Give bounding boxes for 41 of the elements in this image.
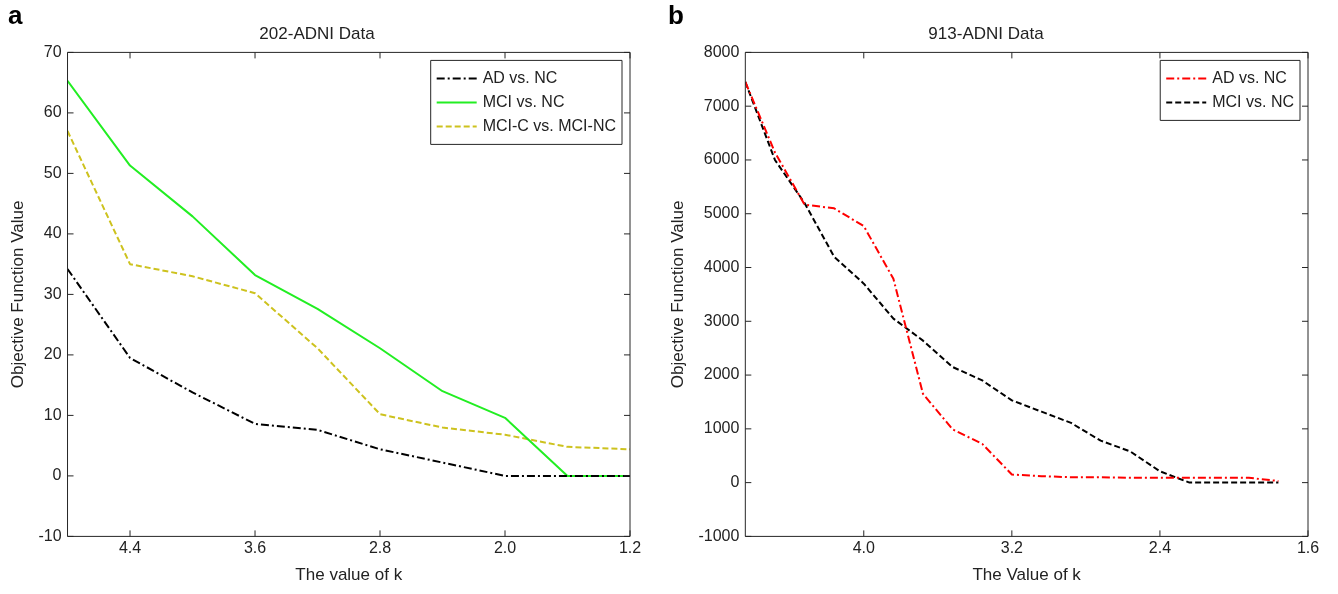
y-tick-label: 6000 — [703, 150, 740, 168]
x-tick-label: 1.2 — [618, 539, 642, 557]
x-tick-label: 3.6 — [243, 539, 267, 557]
chart-title: 913-ADNI Data — [928, 23, 1045, 43]
x-tick-label: 2.4 — [1148, 539, 1172, 557]
text: a — [8, 0, 23, 31]
y-tick-label: 40 — [43, 224, 62, 242]
y-tick-label: 70 — [43, 42, 62, 60]
legend-label: MCI-C vs. MCI-NC — [482, 116, 616, 134]
y-tick-label: 50 — [43, 163, 62, 181]
x-tick-label: 3.2 — [1000, 539, 1024, 557]
y-tick-label: 30 — [43, 284, 62, 302]
y-tick-label: -10 — [38, 526, 62, 544]
y-tick-label: 2000 — [703, 365, 740, 383]
legend-label: MCI vs. NC — [1212, 92, 1295, 110]
x-axis-title: The Value of k — [972, 565, 1082, 585]
x-tick-label: 4.4 — [118, 539, 142, 557]
text: b — [668, 0, 684, 31]
legend-label: AD vs. NC — [1212, 68, 1287, 86]
y-tick-label: -1000 — [698, 526, 740, 544]
chart-title: 202-ADNI Data — [259, 23, 376, 43]
x-tick-label: 2.0 — [493, 539, 517, 557]
y-axis-title: Objective Function Value — [667, 200, 687, 389]
legend-label: AD vs. NC — [482, 68, 558, 86]
y-tick-label: 4000 — [703, 257, 740, 275]
y-tick-label: 0 — [52, 466, 62, 484]
y-tick-label: 0 — [730, 473, 740, 491]
y-tick-label: 8000 — [703, 42, 740, 60]
y-tick-label: 20 — [43, 345, 62, 363]
y-tick-label: 5000 — [703, 204, 740, 222]
legend-label: MCI vs. NC — [482, 92, 565, 110]
y-tick-label: 1000 — [703, 419, 740, 437]
y-tick-label: 60 — [43, 103, 62, 121]
x-tick-label: 4.0 — [852, 539, 875, 557]
x-axis-title: The value of k — [295, 565, 403, 585]
y-tick-label: 3000 — [703, 311, 740, 329]
y-axis-title: Objective Function Value — [7, 200, 27, 389]
y-tick-label: 7000 — [703, 96, 740, 114]
y-tick-label: 10 — [43, 405, 62, 423]
x-tick-label: 1.6 — [1296, 539, 1320, 557]
x-tick-label: 2.8 — [368, 539, 392, 557]
